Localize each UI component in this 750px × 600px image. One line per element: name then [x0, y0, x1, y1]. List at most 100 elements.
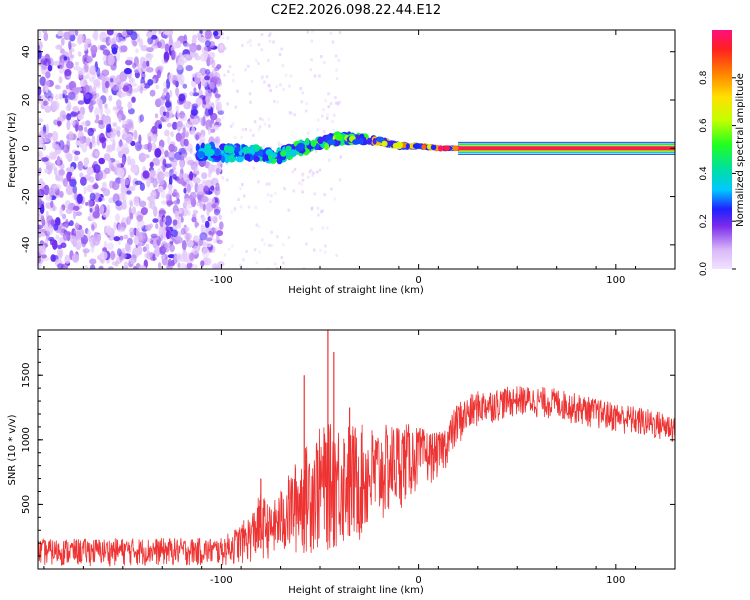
noise-blob	[112, 122, 117, 127]
noise-blob	[130, 158, 136, 168]
noise-blob	[82, 75, 90, 80]
noise-speckle	[305, 109, 308, 113]
noise-speckle	[255, 223, 259, 227]
noise-blob	[178, 147, 187, 156]
noise-blob	[96, 67, 101, 77]
noise-speckle	[330, 187, 333, 191]
signal-blob	[317, 136, 324, 145]
noise-speckle	[221, 176, 224, 180]
noise-speckle	[298, 181, 301, 185]
noise-blob	[170, 158, 179, 163]
noise-blob	[150, 34, 158, 40]
noise-blob	[148, 31, 152, 38]
noise-blob	[55, 93, 59, 101]
noise-blob	[116, 99, 122, 108]
noise-blob	[160, 254, 166, 260]
noise-blob	[218, 214, 222, 220]
noise-blob	[183, 187, 187, 194]
noise-blob	[157, 96, 165, 106]
noise-blob	[66, 61, 74, 69]
noise-blob	[74, 191, 78, 201]
noise-speckle	[313, 74, 317, 78]
noise-blob	[136, 214, 143, 222]
noise-speckle	[244, 127, 248, 131]
noise-speckle	[239, 263, 242, 267]
noise-speckle	[331, 40, 335, 44]
noise-blob	[175, 105, 180, 113]
noise-blob	[186, 183, 191, 193]
noise-blob	[79, 139, 83, 149]
signal-blob	[285, 145, 292, 152]
noise-blob	[38, 130, 46, 138]
noise-speckle	[292, 141, 295, 145]
noise-blob	[174, 210, 179, 220]
noise-blob	[52, 137, 58, 142]
noise-blob	[106, 204, 111, 215]
noise-blob	[86, 166, 94, 176]
noise-speckle	[272, 40, 275, 44]
noise-speckle	[282, 261, 285, 265]
noise-blob	[57, 263, 64, 269]
noise-blob	[121, 30, 128, 38]
snr-x-tick-label: 0	[415, 575, 421, 586]
noise-blob	[125, 59, 133, 66]
noise-blob	[209, 82, 215, 90]
noise-speckle	[233, 206, 237, 210]
noise-blob	[105, 81, 110, 89]
noise-blob	[55, 234, 60, 240]
noise-blob	[122, 85, 130, 92]
signal-blob	[352, 139, 360, 145]
noise-blob	[116, 248, 122, 257]
noise-blob	[57, 244, 63, 249]
noise-blob	[91, 135, 96, 145]
noise-blob	[89, 65, 97, 75]
noise-speckle	[268, 84, 271, 88]
noise-blob	[166, 122, 172, 128]
noise-blob	[87, 199, 94, 208]
noise-speckle	[318, 168, 322, 172]
noise-speckle	[292, 189, 296, 193]
noise-blob	[133, 129, 138, 140]
noise-speckle	[227, 248, 231, 251]
noise-blob	[38, 95, 42, 100]
noise-speckle	[263, 80, 266, 84]
noise-blob	[53, 60, 61, 66]
noise-speckle	[317, 74, 321, 78]
noise-blob	[67, 91, 76, 100]
noise-blob	[75, 61, 79, 66]
noise-speckle	[321, 209, 324, 213]
noise-blob	[80, 176, 87, 186]
noise-blob	[149, 223, 154, 229]
noise-speckle	[333, 197, 337, 201]
noise-speckle	[263, 242, 266, 246]
noise-blob	[101, 181, 107, 190]
noise-blob	[41, 254, 47, 259]
noise-blob	[166, 200, 174, 206]
noise-speckle	[265, 182, 268, 186]
noise-speckle	[338, 100, 342, 104]
noise-blob	[118, 113, 122, 123]
noise-blob	[151, 44, 159, 49]
noise-blob	[45, 195, 52, 202]
noise-blob	[106, 144, 114, 151]
noise-speckle	[314, 149, 318, 153]
signal-blob	[228, 154, 235, 163]
noise-blob	[154, 113, 159, 119]
noise-blob	[182, 83, 188, 89]
noise-speckle	[221, 116, 225, 120]
noise-blob	[143, 83, 151, 89]
noise-blob	[130, 31, 138, 41]
noise-blob	[41, 144, 47, 151]
noise-blob	[214, 93, 221, 99]
noise-blob	[131, 96, 136, 103]
spectrogram-ticks: -100 0 100 -40 -20 0 20 40	[21, 30, 676, 286]
spectrogram-y-tick-label: 20	[21, 94, 32, 107]
noise-blob	[59, 58, 65, 70]
noise-blob	[109, 134, 115, 142]
noise-blob	[124, 242, 131, 252]
noise-speckle	[269, 32, 272, 36]
noise-blob	[169, 89, 173, 98]
noise-speckle	[267, 59, 270, 62]
noise-speckle	[276, 100, 279, 104]
noise-speckle	[242, 258, 245, 262]
